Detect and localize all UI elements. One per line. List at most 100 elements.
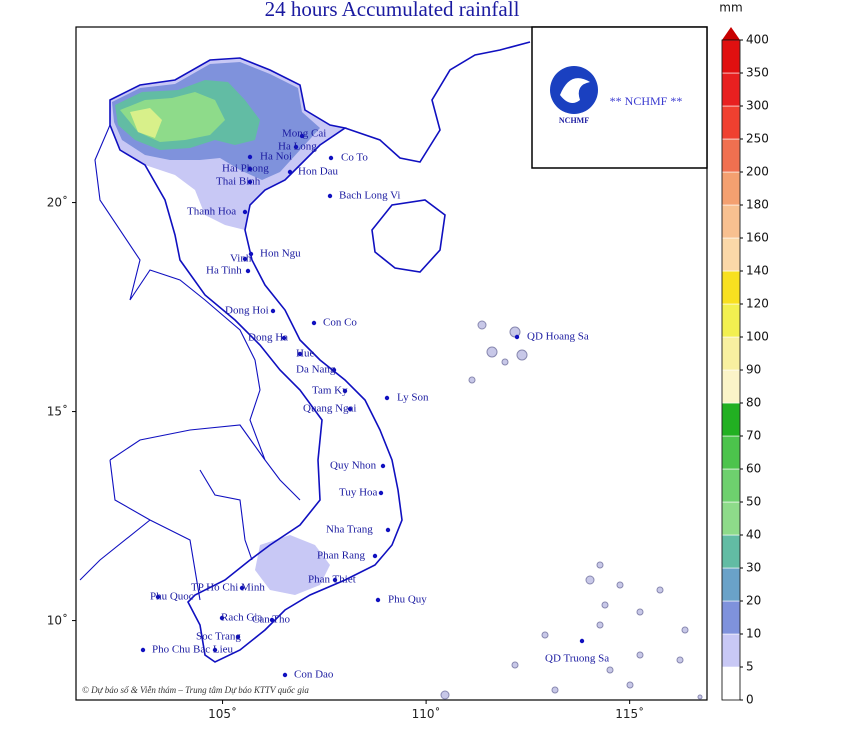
place-label: Tam Ky — [312, 385, 348, 397]
place-label: Quang Ngai — [303, 403, 356, 415]
logo-swirl — [560, 78, 590, 104]
place-label: Bach Long Vi — [339, 190, 400, 202]
colorbar-box — [721, 633, 741, 668]
place-label: Ha Tinh — [206, 265, 242, 277]
place-label: Con Dao — [294, 669, 334, 681]
china-coast — [344, 41, 531, 163]
colorbar-label: 400 — [746, 33, 769, 47]
colorbar-label: 350 — [746, 66, 769, 80]
rain-area — [130, 108, 162, 138]
colorbar-label: 50 — [746, 495, 761, 509]
place-dot — [242, 209, 248, 215]
colorbar-box — [721, 402, 741, 437]
colorbar-box — [721, 336, 741, 371]
colorbar-cap — [722, 27, 740, 40]
colorbar-label: 180 — [746, 198, 769, 212]
colorbar-label: 160 — [746, 231, 769, 245]
place-label: Bac Lieu — [193, 644, 234, 656]
place-dot — [212, 647, 218, 653]
colorbar-unit: mm — [719, 1, 742, 15]
place-dot — [328, 155, 334, 161]
place-label: Phu Quy — [388, 594, 427, 606]
place-dot — [579, 638, 585, 644]
place-label: Phan Rang — [317, 550, 365, 562]
place-label: Rach Gia — [221, 612, 262, 624]
river — [199, 469, 253, 561]
place-label: Thanh Hoa — [187, 206, 236, 218]
colorbar-box — [721, 270, 741, 305]
colorbar-box — [721, 501, 741, 536]
colorbar-box — [721, 303, 741, 338]
place-label: Dong Hoi — [225, 305, 269, 317]
place-label: TP Ho Chi Minh — [191, 582, 265, 594]
colorbar-label: 20 — [746, 594, 761, 608]
colorbar-box — [721, 171, 741, 206]
place-label: Hon Ngu — [260, 248, 301, 260]
inland-border — [79, 124, 301, 601]
place-dot — [287, 169, 293, 175]
place-label: Phan Thiet — [308, 574, 356, 586]
place-dot — [269, 617, 275, 623]
lat-tick-label: 15˚ — [47, 404, 68, 419]
place-label: Hue — [296, 348, 314, 360]
vietnam-outline — [109, 57, 403, 663]
colorbar-label: 80 — [746, 396, 761, 410]
colorbar-label: 300 — [746, 99, 769, 113]
place-label: Ha Long — [278, 141, 317, 153]
colorbar-label: 0 — [746, 693, 754, 707]
place-dot — [245, 268, 251, 274]
credit: © Dự báo số & Viễn thám – Trung tâm Dự b… — [82, 685, 309, 695]
place-label: Pho Chu — [152, 644, 191, 656]
colorbar-label: 140 — [746, 264, 769, 278]
place-label: Soc Trang — [196, 631, 241, 643]
place-label: Hon Dau — [298, 166, 339, 178]
place-dot — [332, 577, 338, 583]
place-label: Quy Nhon — [330, 460, 377, 472]
lat-tick-label: 10˚ — [47, 613, 68, 628]
colorbar-box — [721, 237, 741, 272]
place-label: Nha Trang — [326, 524, 373, 536]
place-dot — [347, 406, 353, 412]
place-label: QD Truong Sa — [545, 653, 609, 665]
logo-badge: NCHMF — [559, 116, 589, 125]
place-label: Hai Phong — [222, 163, 269, 175]
place-dot — [297, 351, 303, 357]
place-dot — [327, 193, 333, 199]
colorbar-label: 250 — [746, 132, 769, 146]
place-dot — [342, 388, 348, 394]
colorbar-label: 120 — [746, 297, 769, 311]
place-label: Con Co — [323, 317, 357, 329]
place-label: Mong Cai — [282, 128, 326, 140]
place-dot — [375, 597, 381, 603]
colorbar-label: 90 — [746, 363, 761, 377]
logo-box: NCHMF ** NCHMF ** — [531, 26, 708, 169]
islands — [440, 320, 703, 700]
lon-tick-label: 115˚ — [615, 706, 644, 721]
place-dot — [384, 395, 390, 401]
colorbar: mm 0 5 10 20 30 40 50 60 70 80 90 100 120 140 160 180 20… — [719, 1, 769, 707]
colorbar-box — [721, 138, 741, 173]
place-dot — [299, 133, 305, 139]
place-label: QD Hoang Sa — [527, 331, 589, 343]
colorbar-box — [721, 204, 741, 239]
colorbar-box — [721, 105, 741, 140]
place-dot — [270, 308, 276, 314]
colorbar-label: 60 — [746, 462, 761, 476]
place-label: Ly Son — [397, 392, 429, 404]
place-label: Vinh — [230, 253, 252, 265]
place-dot — [282, 672, 288, 678]
place-dot — [514, 334, 520, 340]
place-label: Co To — [341, 152, 368, 164]
place-dot — [331, 367, 337, 373]
place-dot — [281, 335, 287, 341]
place-dot — [247, 179, 253, 185]
place-dot — [219, 615, 225, 621]
lon-tick-label: 110˚ — [412, 706, 441, 721]
place-dot — [385, 527, 391, 533]
colorbar-box — [721, 369, 741, 404]
place-dot — [155, 594, 161, 600]
place-label: Can Tho — [252, 614, 290, 626]
lat-tick-label: 20˚ — [47, 195, 68, 210]
lon-tick-label: 105˚ — [208, 706, 237, 721]
